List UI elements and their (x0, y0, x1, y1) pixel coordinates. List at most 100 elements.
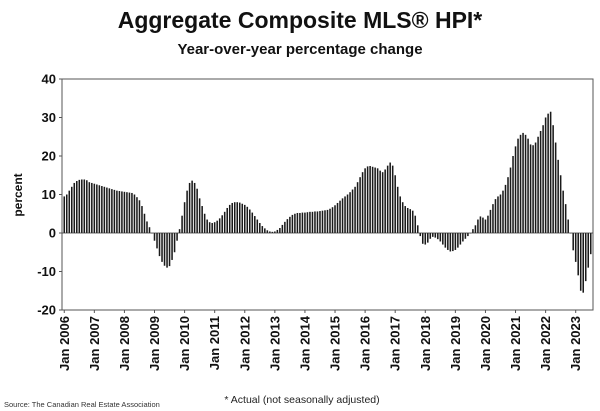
bar (236, 202, 239, 233)
bar (284, 221, 286, 233)
bar (529, 144, 532, 233)
bar (354, 186, 356, 233)
bar (532, 145, 534, 233)
footnote: * Actual (not seasonally adjusted) (224, 394, 379, 406)
bar (339, 200, 341, 233)
bar (71, 186, 73, 233)
bar (421, 233, 424, 244)
bar (479, 216, 482, 233)
bar (103, 186, 106, 233)
x-tick-label: Jan 2014 (297, 315, 312, 371)
bar (121, 191, 123, 233)
bar (221, 215, 223, 233)
bar (176, 233, 178, 241)
bar (399, 196, 401, 233)
bar (406, 207, 409, 233)
bar (549, 111, 552, 233)
x-tick-label: Jan 2017 (388, 316, 403, 371)
bar (231, 202, 233, 233)
bar (233, 202, 236, 233)
bar (472, 229, 474, 233)
bar-series (63, 111, 592, 293)
bar (133, 194, 136, 233)
x-tick-label: Jan 2018 (418, 316, 433, 371)
x-tick-label: Jan 2020 (478, 316, 493, 371)
bar (416, 225, 419, 233)
bar (432, 233, 434, 237)
bar (554, 142, 557, 233)
bar (321, 210, 324, 233)
bar (582, 233, 584, 293)
bar (316, 211, 319, 233)
bar (584, 233, 587, 282)
y-tick-label: 30 (42, 110, 56, 125)
bar (113, 189, 116, 233)
bar (346, 194, 349, 233)
x-tick-label: Jan 2013 (267, 316, 282, 371)
bar (276, 229, 279, 233)
bar (522, 132, 524, 233)
bar (206, 219, 208, 233)
bar (384, 169, 386, 233)
bar (562, 190, 564, 233)
bar (261, 226, 264, 233)
bar (158, 233, 161, 257)
bar (336, 202, 339, 233)
bar (366, 166, 369, 233)
bar (223, 211, 226, 233)
bar (131, 192, 133, 233)
bar (306, 212, 309, 233)
bar (299, 212, 301, 233)
bar (391, 165, 394, 234)
bar (186, 190, 188, 233)
bar (128, 192, 131, 233)
bar (329, 208, 331, 233)
bar (218, 218, 221, 233)
bar (279, 228, 281, 233)
bar (482, 217, 484, 233)
bar (572, 233, 574, 251)
bar (286, 219, 289, 233)
bar (474, 225, 477, 233)
y-axis-label: percent (11, 173, 25, 216)
bar (319, 211, 321, 233)
bar (83, 179, 86, 233)
bar (371, 166, 374, 233)
x-axis: Jan 2006 Jan 2007 Jan 2008 Jan 2009 Jan 2010… (57, 310, 583, 371)
bar (183, 202, 186, 233)
bar (364, 168, 366, 233)
bar (243, 204, 246, 233)
bar (81, 179, 83, 233)
bar (359, 177, 361, 233)
bar (447, 233, 449, 250)
bar (489, 209, 492, 233)
bar (76, 181, 78, 233)
bar (63, 196, 66, 233)
bar (344, 196, 346, 233)
bar (96, 184, 98, 233)
bar (452, 233, 454, 252)
y-tick-label: -20 (37, 303, 56, 318)
bar (396, 186, 399, 233)
bar (539, 130, 542, 233)
bar (198, 198, 201, 233)
bar (228, 204, 231, 233)
source-note: Source: The Canadian Real Estate Associa… (4, 400, 160, 409)
x-tick-label: Jan 2011 (207, 316, 222, 370)
bar (181, 215, 183, 233)
bar (294, 213, 296, 233)
x-tick-label: Jan 2007 (87, 316, 102, 371)
bar (163, 233, 166, 266)
bar (492, 204, 494, 234)
bar (106, 187, 108, 233)
bar (334, 205, 336, 233)
bar (324, 210, 326, 233)
bar (564, 204, 567, 234)
bar (534, 142, 537, 233)
x-tick-label: Jan 2021 (508, 316, 523, 371)
bar (552, 125, 554, 233)
bar (289, 216, 291, 233)
bar (291, 214, 294, 233)
bar (369, 166, 371, 233)
